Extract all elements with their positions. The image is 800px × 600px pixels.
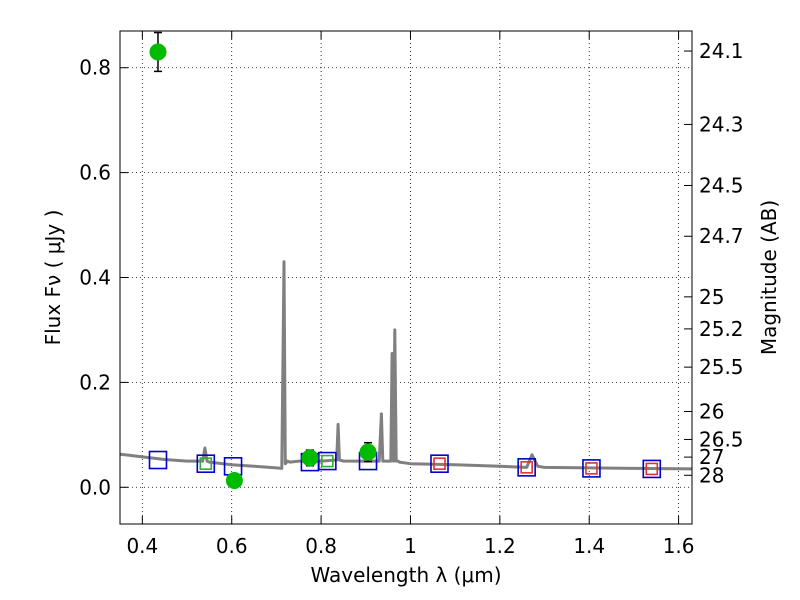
x-tick-label: 0.8: [305, 534, 337, 558]
magnitude-tick-label: 25.2: [699, 317, 744, 341]
x-tick-label: 1.2: [484, 534, 516, 558]
observed-photometry-point: [359, 443, 377, 461]
x-tick-label: 0.6: [216, 534, 248, 558]
magnitude-tick-label: 28: [699, 463, 724, 487]
magnitude-tick-label: 24.5: [699, 173, 744, 197]
observed-photometry-point: [301, 449, 319, 467]
model-photometry-square: [321, 454, 334, 468]
y-tick-label: 0.0: [79, 475, 111, 499]
magnitude-tick-label: 25.5: [699, 355, 744, 379]
axis-ticks: 0.4 0.6 0.8 1 1.2 1.4 1.6 0.0 0.2 0.4 0.6 0.8 24.1 24…: [79, 31, 744, 558]
plot-area: [120, 31, 692, 489]
x-tick-label: 0.4: [126, 534, 158, 558]
magnitude-tick-label: 27: [699, 445, 724, 469]
x-tick-label: 1.4: [573, 534, 605, 558]
model-photometry-square: [645, 462, 659, 476]
x-axis-label: Wavelength λ (μm): [310, 563, 501, 587]
y-tick-label: 0.2: [79, 370, 111, 394]
magnitude-tick-label: 25: [699, 285, 724, 309]
magnitude-tick-label: 26.5: [699, 427, 744, 451]
model-photometry-square: [433, 457, 446, 470]
magnitude-tick-label: 24.1: [699, 39, 744, 63]
model-photometry-square: [148, 450, 168, 470]
model-photometry-square: [430, 454, 449, 473]
y-tick-label: 0.6: [79, 161, 111, 185]
model-photometry-square: [199, 457, 213, 470]
x-tick-label: 1: [404, 534, 417, 558]
model-photometry-square: [318, 451, 337, 471]
y-tick-label: 0.4: [79, 266, 111, 290]
model-photometry-square: [196, 454, 216, 473]
y-tick-label: 0.8: [79, 56, 111, 80]
model-photometry-square: [517, 458, 536, 477]
observed-photometry-point: [225, 471, 243, 489]
model-photometry-square: [585, 462, 598, 475]
model-photometry-square: [520, 461, 533, 474]
y-axis-label: Flux Fν ( μJy ): [41, 210, 65, 346]
magnitude-tick-label: 26: [699, 399, 724, 423]
model-photometry-square: [642, 459, 662, 479]
x-tick-label: 1.6: [663, 534, 695, 558]
observed-photometry-point: [149, 43, 167, 61]
magnitude-tick-label: 24.7: [699, 224, 744, 248]
model-photometry-square: [582, 459, 601, 478]
magnitude-tick-label: 24.3: [699, 112, 744, 136]
magnitude-axis-label: Magnitude (AB): [757, 200, 781, 355]
grid-lines: [120, 31, 692, 524]
